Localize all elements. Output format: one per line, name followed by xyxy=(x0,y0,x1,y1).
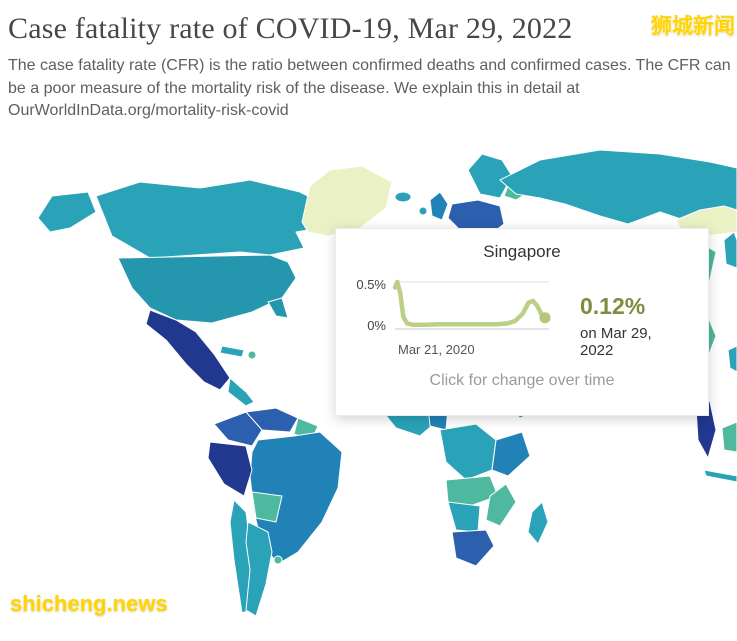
region-madagascar[interactable] xyxy=(527,501,549,545)
page-subtitle: The case fatality rate (CFR) is the rati… xyxy=(8,55,737,123)
region-mexico[interactable] xyxy=(145,309,231,391)
region-angola-zambia[interactable] xyxy=(445,475,499,507)
tooltip-body: 0.5% 0% Mar 21, 2020 0.12% on Mar 29, 20… xyxy=(356,277,688,359)
watermark-top-right: 狮城新闻 xyxy=(651,15,735,38)
region-uruguay[interactable] xyxy=(273,555,283,565)
subtitle-line-1: The case fatality rate (CFR) is the rati… xyxy=(8,57,731,74)
region-florida[interactable] xyxy=(267,297,289,319)
subtitle-line-2: be a poor measure of the mortality risk … xyxy=(8,79,580,97)
region-canada[interactable] xyxy=(95,179,336,259)
region-argentina[interactable] xyxy=(245,521,273,617)
sparkline-x-start-label: Mar 21, 2020 xyxy=(398,342,475,357)
region-mozambique[interactable] xyxy=(485,483,517,527)
region-colombia[interactable] xyxy=(213,411,263,447)
region-peru[interactable] xyxy=(207,441,253,497)
tooltip-value-block: 0.12% on Mar 29, 2022 xyxy=(580,277,688,359)
region-east-africa[interactable] xyxy=(491,431,531,477)
region-iceland[interactable] xyxy=(394,191,412,203)
y-tick-bottom: 0% xyxy=(367,318,386,333)
page-title: Case fatality rate of COVID-19, Mar 29, … xyxy=(8,12,573,45)
region-chile[interactable] xyxy=(229,499,253,614)
tooltip-country-name: Singapore xyxy=(483,242,561,261)
region-greenland[interactable] xyxy=(301,165,393,237)
region-central-america[interactable] xyxy=(227,377,255,407)
region-ireland[interactable] xyxy=(418,206,428,216)
region-usa[interactable] xyxy=(117,254,297,324)
y-tick-top: 0.5% xyxy=(356,277,386,292)
region-borneo[interactable] xyxy=(721,421,737,453)
sparkline-series xyxy=(392,279,548,328)
sparkline-chart xyxy=(392,279,551,330)
sparkline-y-axis: 0.5% 0% xyxy=(356,277,392,333)
region-namibia-botswana[interactable] xyxy=(447,501,481,533)
cfr-value: 0.12% xyxy=(580,293,646,319)
region-philippines[interactable] xyxy=(727,345,737,373)
subtitle-line-3: OurWorldInData.org/mortality-risk-covid xyxy=(8,102,289,120)
region-bolivia[interactable] xyxy=(251,491,283,523)
watermark-bottom-left: shicheng.news xyxy=(10,591,168,616)
region-uk[interactable] xyxy=(429,191,449,221)
region-drc[interactable] xyxy=(439,423,497,481)
region-alaska[interactable] xyxy=(37,191,97,233)
region-japan[interactable] xyxy=(723,231,737,269)
region-hispaniola[interactable] xyxy=(247,350,257,360)
singapore-tooltip[interactable]: Singapore 0.5% 0% Mar 21, 2020 0.12% on … xyxy=(335,228,709,416)
sparkline-end-dot xyxy=(539,312,551,324)
tooltip-footer-hint: Click for change over time xyxy=(429,372,615,389)
region-java[interactable] xyxy=(703,469,737,483)
region-south-africa[interactable] xyxy=(451,529,495,567)
cfr-value-date: on Mar 29, 2022 xyxy=(580,325,652,359)
region-cuba[interactable] xyxy=(219,345,245,358)
chart-header: Case fatality rate of COVID-19, Mar 29, … xyxy=(8,12,737,123)
